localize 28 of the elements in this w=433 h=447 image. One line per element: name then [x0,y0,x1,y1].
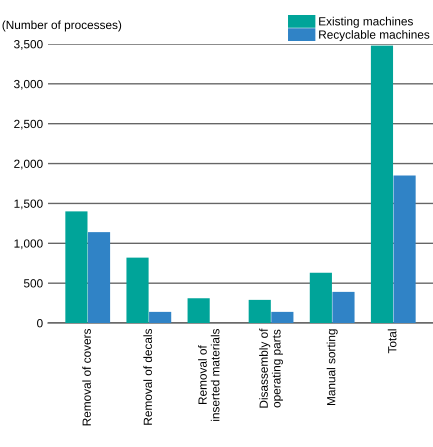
legend-label: Recyclable machines [319,30,430,42]
bar [332,292,355,323]
bar [149,312,172,323]
bar [88,232,110,323]
bar [394,176,416,323]
y-tick-label: 2,000 [14,160,43,170]
y-tick-label: 1,500 [14,199,43,210]
bar [248,300,271,323]
x-tick-label: Disassembly of operating parts [259,328,283,408]
bar [126,258,149,323]
y-tick-label: 0 [37,319,43,328]
y-tick-label: 500 [24,279,43,288]
x-tick-label: Removal of inserted materials [198,328,220,421]
bar [310,272,332,323]
x-tick-label: Removal of covers [82,328,91,426]
legend-label: Existing machines [319,16,413,28]
x-tick-label: Total [388,329,396,354]
y-axis-title: (Number of processes) [2,20,122,32]
bar [370,46,394,323]
bar [65,211,88,323]
x-tick-label: Manual sorting [326,329,338,406]
y-tick-label: 3,500 [14,40,43,50]
bar [188,298,210,323]
bar [271,312,294,323]
x-tick-label: Removal of decals [143,328,152,425]
y-tick-label: 3,000 [14,80,43,90]
y-tick-label: 2,500 [14,120,43,130]
y-tick-label: 1,000 [14,239,43,250]
